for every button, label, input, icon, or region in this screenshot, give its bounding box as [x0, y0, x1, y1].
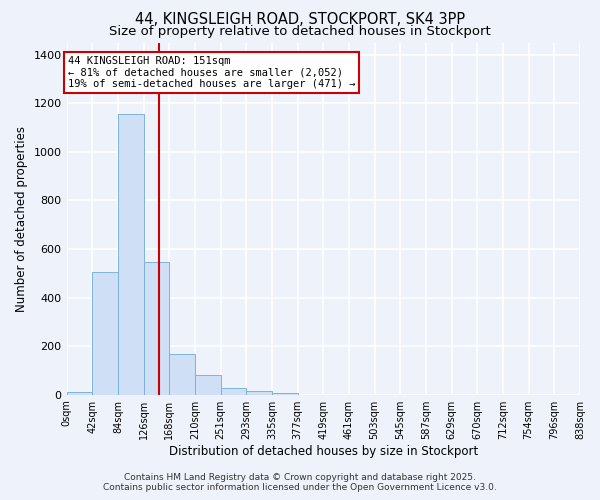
Y-axis label: Number of detached properties: Number of detached properties — [15, 126, 28, 312]
Text: Size of property relative to detached houses in Stockport: Size of property relative to detached ho… — [109, 25, 491, 38]
Bar — [221, 388, 246, 394]
Bar — [118, 114, 143, 394]
X-axis label: Distribution of detached houses by size in Stockport: Distribution of detached houses by size … — [169, 444, 478, 458]
Bar — [246, 391, 272, 394]
Text: 44 KINGSLEIGH ROAD: 151sqm
← 81% of detached houses are smaller (2,052)
19% of s: 44 KINGSLEIGH ROAD: 151sqm ← 81% of deta… — [68, 56, 355, 89]
Bar — [195, 375, 221, 394]
Bar — [169, 354, 195, 395]
Text: 44, KINGSLEIGH ROAD, STOCKPORT, SK4 3PP: 44, KINGSLEIGH ROAD, STOCKPORT, SK4 3PP — [135, 12, 465, 28]
Bar — [67, 392, 92, 394]
Text: Contains HM Land Registry data © Crown copyright and database right 2025.
Contai: Contains HM Land Registry data © Crown c… — [103, 473, 497, 492]
Bar — [92, 272, 118, 394]
Bar — [143, 262, 169, 394]
